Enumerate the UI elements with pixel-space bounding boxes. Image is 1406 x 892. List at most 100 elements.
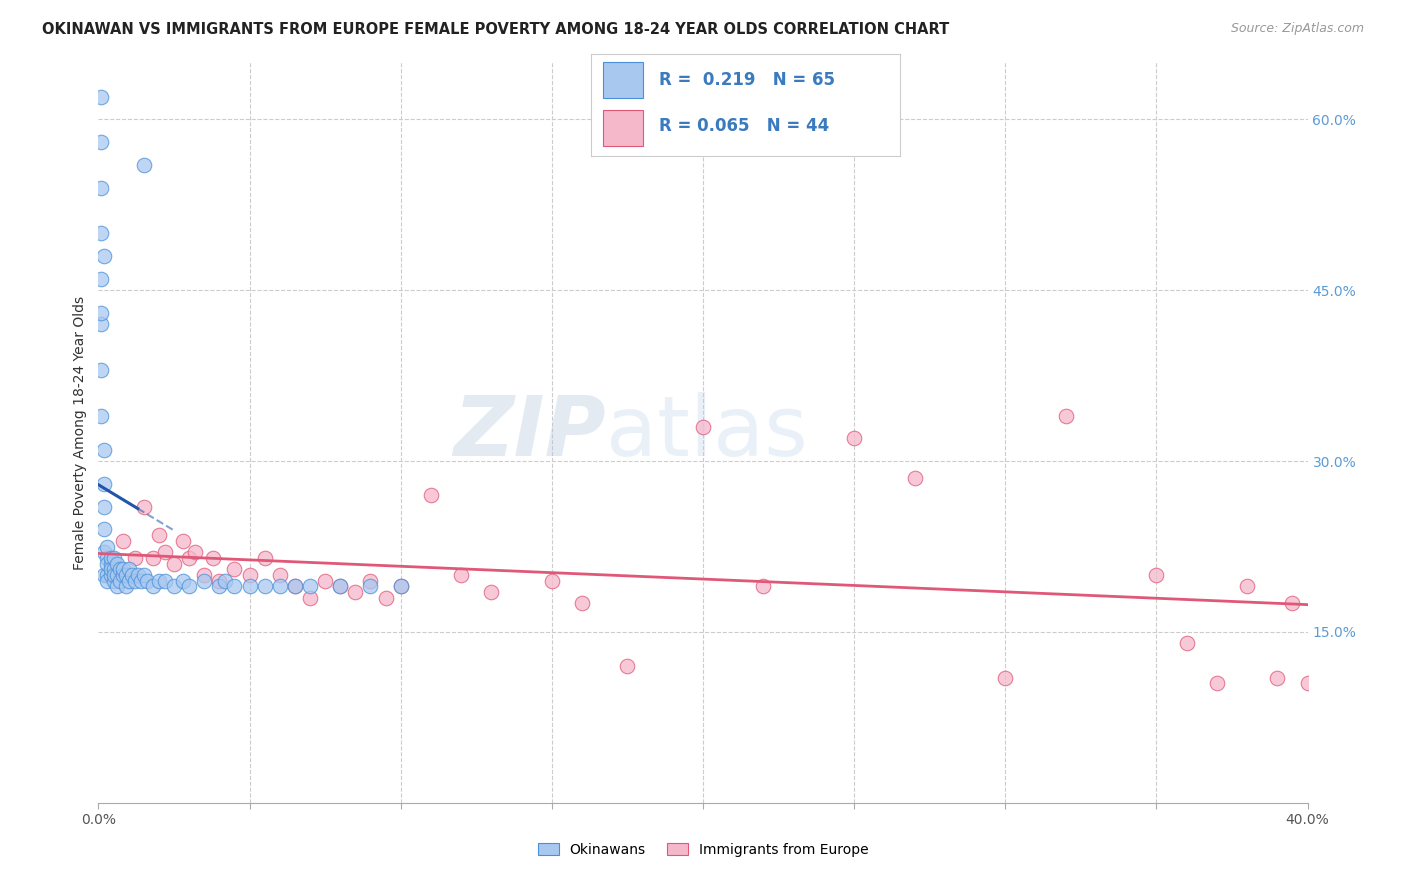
- Point: [96, 574, 118, 588]
- Point: [214, 574, 236, 588]
- Text: Source: ZipAtlas.com: Source: ZipAtlas.com: [1230, 22, 1364, 36]
- Point: [124, 574, 146, 588]
- Text: OKINAWAN VS IMMIGRANTS FROM EUROPE FEMALE POVERTY AMONG 18-24 YEAR OLDS CORRELAT: OKINAWAN VS IMMIGRANTS FROM EUROPE FEMAL…: [42, 22, 949, 37]
- Text: atlas: atlas: [606, 392, 808, 473]
- Point: [253, 579, 276, 593]
- Point: [100, 568, 122, 582]
- Point: [163, 557, 186, 571]
- Point: [118, 574, 141, 588]
- Point: [389, 579, 412, 593]
- FancyBboxPatch shape: [603, 110, 643, 145]
- Point: [904, 471, 927, 485]
- Point: [93, 545, 115, 559]
- Point: [284, 579, 307, 593]
- Point: [103, 568, 125, 582]
- Point: [571, 597, 593, 611]
- Point: [1175, 636, 1198, 650]
- Point: [1206, 676, 1229, 690]
- Point: [253, 550, 276, 565]
- Point: [540, 574, 562, 588]
- Point: [127, 568, 149, 582]
- Point: [90, 227, 112, 241]
- Point: [103, 562, 125, 576]
- Point: [344, 585, 367, 599]
- Point: [239, 568, 262, 582]
- Y-axis label: Female Poverty Among 18-24 Year Olds: Female Poverty Among 18-24 Year Olds: [73, 295, 87, 570]
- Point: [90, 135, 112, 149]
- Point: [208, 574, 231, 588]
- Point: [93, 249, 115, 263]
- Text: ZIP: ZIP: [454, 392, 606, 473]
- Point: [100, 562, 122, 576]
- Point: [132, 500, 155, 514]
- Point: [208, 579, 231, 593]
- Point: [202, 550, 225, 565]
- Point: [193, 574, 215, 588]
- Point: [153, 574, 176, 588]
- Point: [239, 579, 262, 593]
- Point: [184, 545, 207, 559]
- Point: [105, 579, 128, 593]
- Point: [148, 574, 170, 588]
- Point: [299, 591, 322, 605]
- Point: [129, 574, 152, 588]
- Point: [111, 533, 134, 548]
- Point: [360, 574, 382, 588]
- Point: [314, 574, 336, 588]
- Point: [93, 442, 115, 457]
- Point: [224, 562, 246, 576]
- FancyBboxPatch shape: [603, 62, 643, 97]
- Point: [284, 579, 307, 593]
- Point: [108, 574, 131, 588]
- Text: R =  0.219   N = 65: R = 0.219 N = 65: [658, 70, 835, 88]
- Point: [90, 363, 112, 377]
- Point: [1296, 676, 1319, 690]
- Point: [96, 557, 118, 571]
- Point: [193, 568, 215, 582]
- Point: [90, 306, 112, 320]
- Point: [844, 431, 866, 445]
- Point: [135, 574, 157, 588]
- Point: [108, 562, 131, 576]
- Point: [1281, 597, 1303, 611]
- Point: [360, 579, 382, 593]
- Point: [96, 568, 118, 582]
- Point: [1236, 579, 1258, 593]
- Point: [994, 671, 1017, 685]
- Point: [153, 545, 176, 559]
- Point: [114, 568, 136, 582]
- Point: [90, 180, 112, 194]
- Point: [481, 585, 503, 599]
- Point: [114, 579, 136, 593]
- Point: [93, 476, 115, 491]
- Point: [616, 659, 638, 673]
- Point: [90, 318, 112, 332]
- Point: [179, 579, 201, 593]
- Point: [124, 550, 146, 565]
- Point: [692, 420, 714, 434]
- Point: [103, 550, 125, 565]
- Point: [142, 579, 165, 593]
- Point: [142, 550, 165, 565]
- Point: [121, 568, 143, 582]
- Point: [1144, 568, 1167, 582]
- Point: [93, 500, 115, 514]
- Point: [450, 568, 472, 582]
- Point: [132, 158, 155, 172]
- Point: [90, 272, 112, 286]
- Point: [269, 568, 291, 582]
- Point: [111, 568, 134, 582]
- Point: [299, 579, 322, 593]
- Point: [269, 579, 291, 593]
- Text: R = 0.065   N = 44: R = 0.065 N = 44: [658, 117, 828, 135]
- Point: [105, 568, 128, 582]
- Point: [172, 574, 194, 588]
- Point: [132, 568, 155, 582]
- Point: [118, 562, 141, 576]
- Point: [172, 533, 194, 548]
- Point: [96, 550, 118, 565]
- Point: [1054, 409, 1077, 423]
- Point: [163, 579, 186, 593]
- Point: [100, 550, 122, 565]
- Point: [93, 568, 115, 582]
